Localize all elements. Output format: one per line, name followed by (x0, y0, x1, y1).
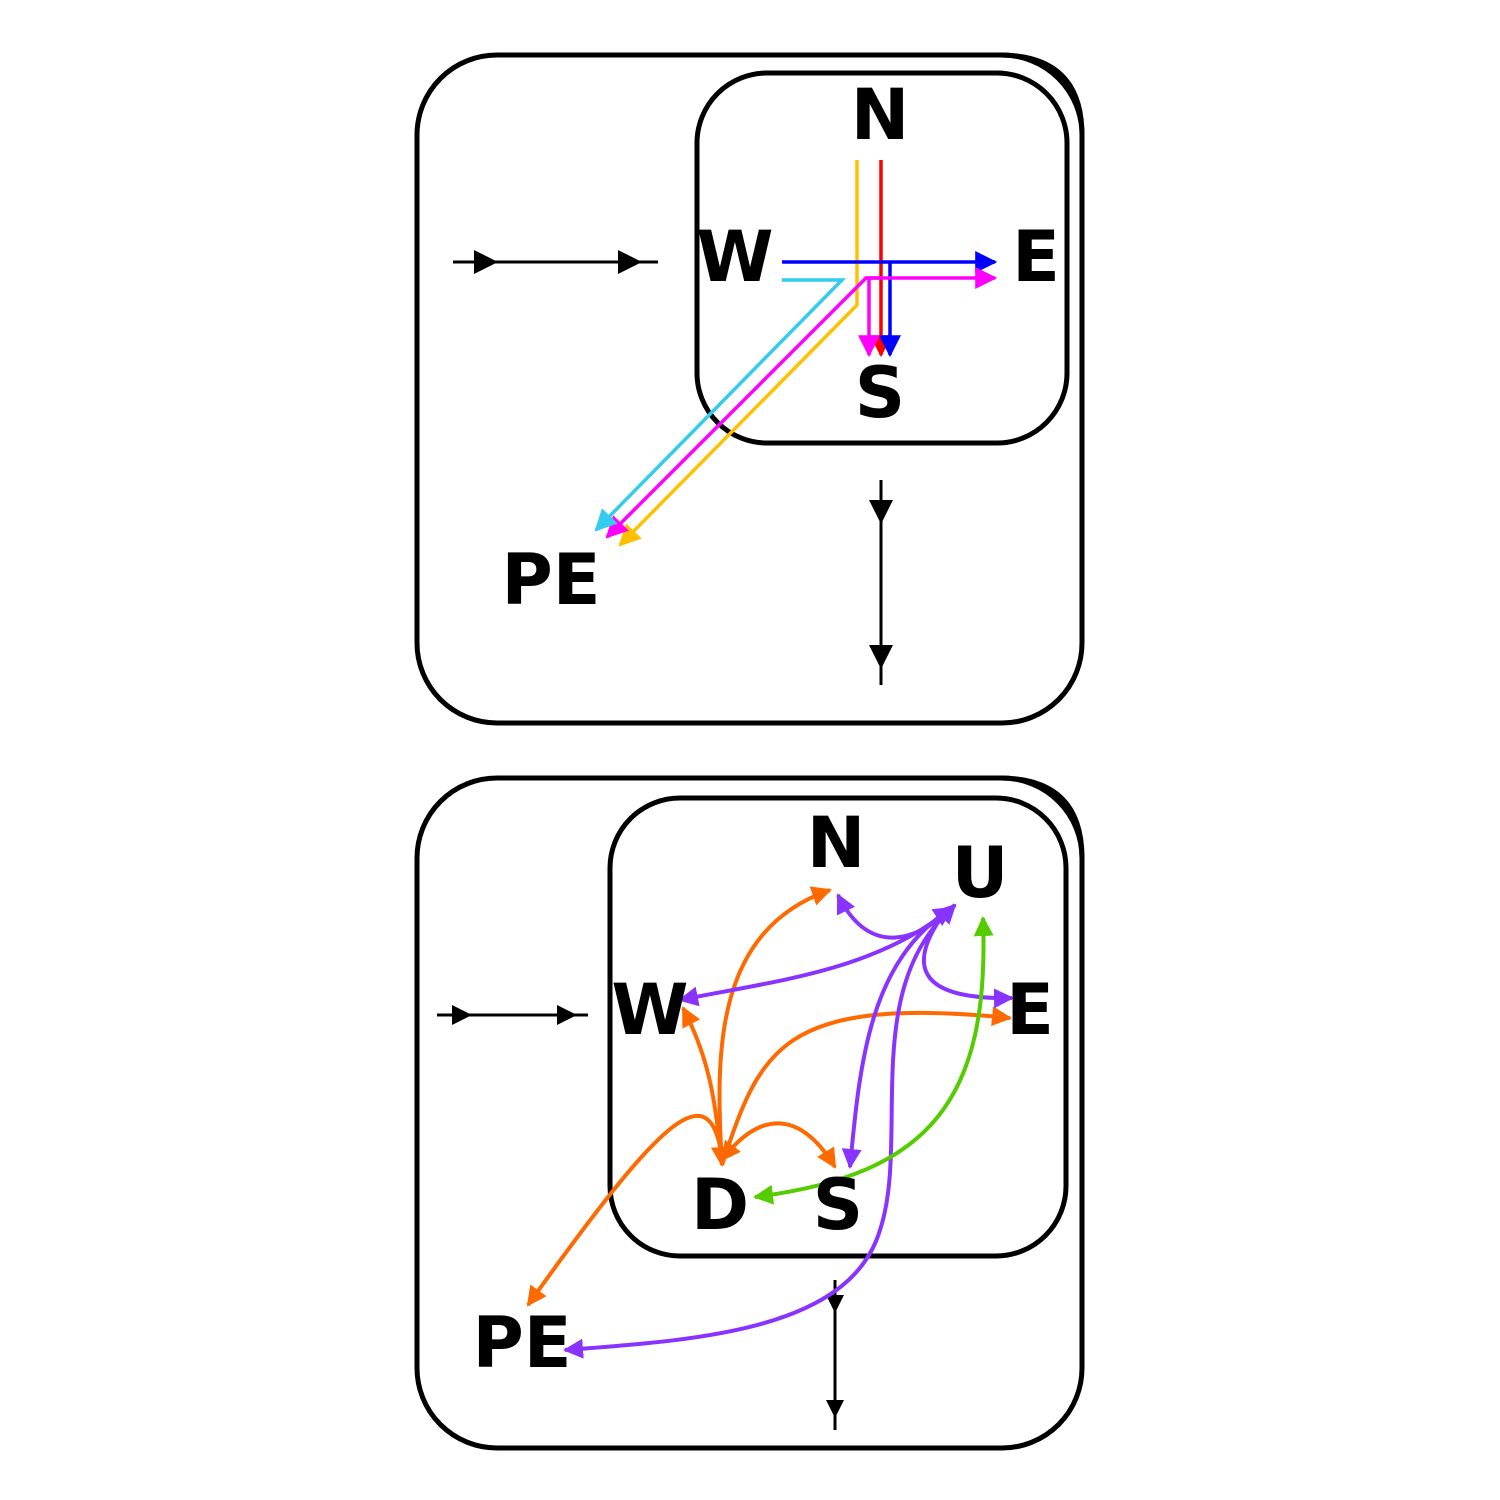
top-routes (594, 160, 998, 547)
route-orange-down-east (720, 1006, 1012, 1166)
route-purple-up-south (841, 906, 954, 1169)
bottom-box-shadow-edge (680, 775, 1085, 859)
route-purple-up-west (678, 903, 957, 1007)
bottom-output-flow-arrow (826, 1280, 844, 1430)
bottom-router-box (607, 795, 1069, 1259)
bottom-label-pe: PE (472, 1302, 571, 1384)
top-outer-box (414, 52, 1085, 726)
bottom-panel: N U W E D S PE (414, 775, 1085, 1451)
route-magenta-pe (605, 276, 880, 539)
route-orange-down-west (681, 1006, 724, 1166)
top-label-pe: PE (501, 539, 600, 621)
top-panel: N E S W PE (414, 52, 1085, 726)
route-orange-down-pe (526, 1113, 724, 1307)
bottom-label-west: W (611, 969, 688, 1051)
route-cyan-west-pe (594, 278, 847, 532)
bottom-label-south: S (813, 1164, 863, 1246)
bottom-purple-routes (563, 893, 1014, 1359)
top-input-flow-arrow (453, 250, 658, 274)
top-label-south: S (855, 352, 905, 434)
bottom-input-flow-arrow (437, 1005, 588, 1025)
top-label-west: W (696, 216, 773, 298)
route-orange-down-north (710, 886, 832, 1167)
top-label-east: E (1012, 216, 1060, 298)
top-router-box (694, 70, 1070, 446)
bottom-label-north: N (807, 802, 866, 884)
route-orange-down-south (720, 1121, 837, 1169)
bottom-orange-routes (526, 886, 1012, 1307)
route-green-down-up (753, 916, 994, 1205)
route-yellow-north-pe (618, 160, 859, 547)
top-label-north: N (851, 74, 910, 156)
bottom-label-east: E (1006, 969, 1054, 1051)
bottom-label-down: D (691, 1164, 749, 1246)
top-box-shadow-edge (760, 52, 1085, 136)
top-output-flow-arrow (869, 480, 893, 685)
bottom-label-up: U (952, 832, 1009, 914)
